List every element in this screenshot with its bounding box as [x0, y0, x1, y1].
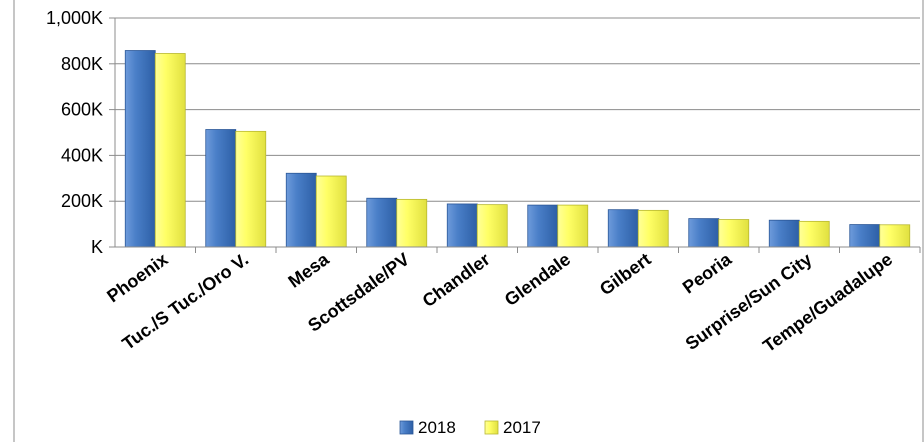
- y-tick-label: 200K: [61, 191, 103, 211]
- y-tick-label: 600K: [61, 100, 103, 120]
- y-tick-labels: K 200K 400K 600K 800K 1,000K: [46, 8, 103, 257]
- legend-label: 2017: [503, 418, 541, 437]
- category-label: Glendale: [501, 249, 574, 310]
- bar-2018-4: [446, 203, 478, 248]
- y-tick-label: K: [91, 237, 103, 257]
- bar-2018-5: [527, 204, 559, 248]
- bar-2017-0: [154, 53, 186, 248]
- category-label: Chandler: [419, 249, 494, 311]
- bar-2018-9: [849, 224, 881, 248]
- bar-2017-8: [798, 220, 830, 248]
- bar-2018-0: [124, 50, 156, 248]
- category-label: Tempe/Guadalupe: [759, 249, 896, 356]
- legend-swatch-2017: [484, 420, 499, 435]
- y-tick-label: 400K: [61, 145, 103, 165]
- legend-label: 2018: [418, 418, 456, 437]
- bar-2017-2: [315, 175, 347, 248]
- legend-swatch-2018: [399, 420, 414, 435]
- bar-2018-2: [285, 172, 317, 248]
- bar-2017-6: [637, 209, 669, 248]
- bar-2017-9: [879, 224, 911, 248]
- category-label: Mesa: [284, 248, 333, 291]
- bar-2018-7: [688, 218, 720, 248]
- legend: 2018 2017: [399, 418, 541, 437]
- y-tick-label: 800K: [61, 54, 103, 74]
- y-tick-label: 1,000K: [46, 8, 103, 28]
- bars: [124, 50, 911, 248]
- chart-border: [13, 0, 924, 442]
- category-label: Gilbert: [596, 249, 655, 299]
- axes: [109, 17, 921, 253]
- bar-2018-8: [768, 219, 800, 248]
- bar-2017-5: [557, 204, 589, 248]
- category-label: Phoenix: [103, 249, 171, 306]
- bar-2018-1: [205, 129, 237, 248]
- bar-2017-3: [396, 198, 428, 248]
- category-label: Peoria: [679, 248, 736, 297]
- bar-2017-7: [718, 219, 750, 248]
- bar-2017-4: [476, 204, 508, 248]
- bar-2018-6: [607, 209, 639, 248]
- bar-2017-1: [235, 130, 267, 248]
- bar-2018-3: [366, 197, 398, 248]
